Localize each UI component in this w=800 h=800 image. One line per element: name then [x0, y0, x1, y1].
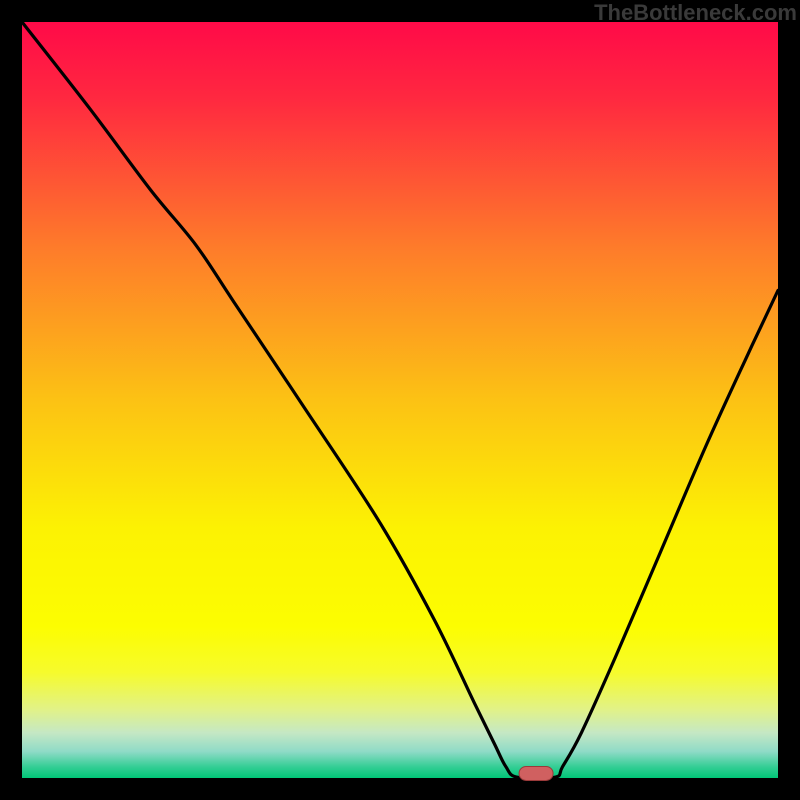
- watermark-text: TheBottleneck.com: [594, 0, 797, 26]
- bottleneck-chart: [0, 0, 800, 800]
- optimal-marker: [519, 766, 553, 780]
- chart-container: TheBottleneck.com: [0, 0, 800, 800]
